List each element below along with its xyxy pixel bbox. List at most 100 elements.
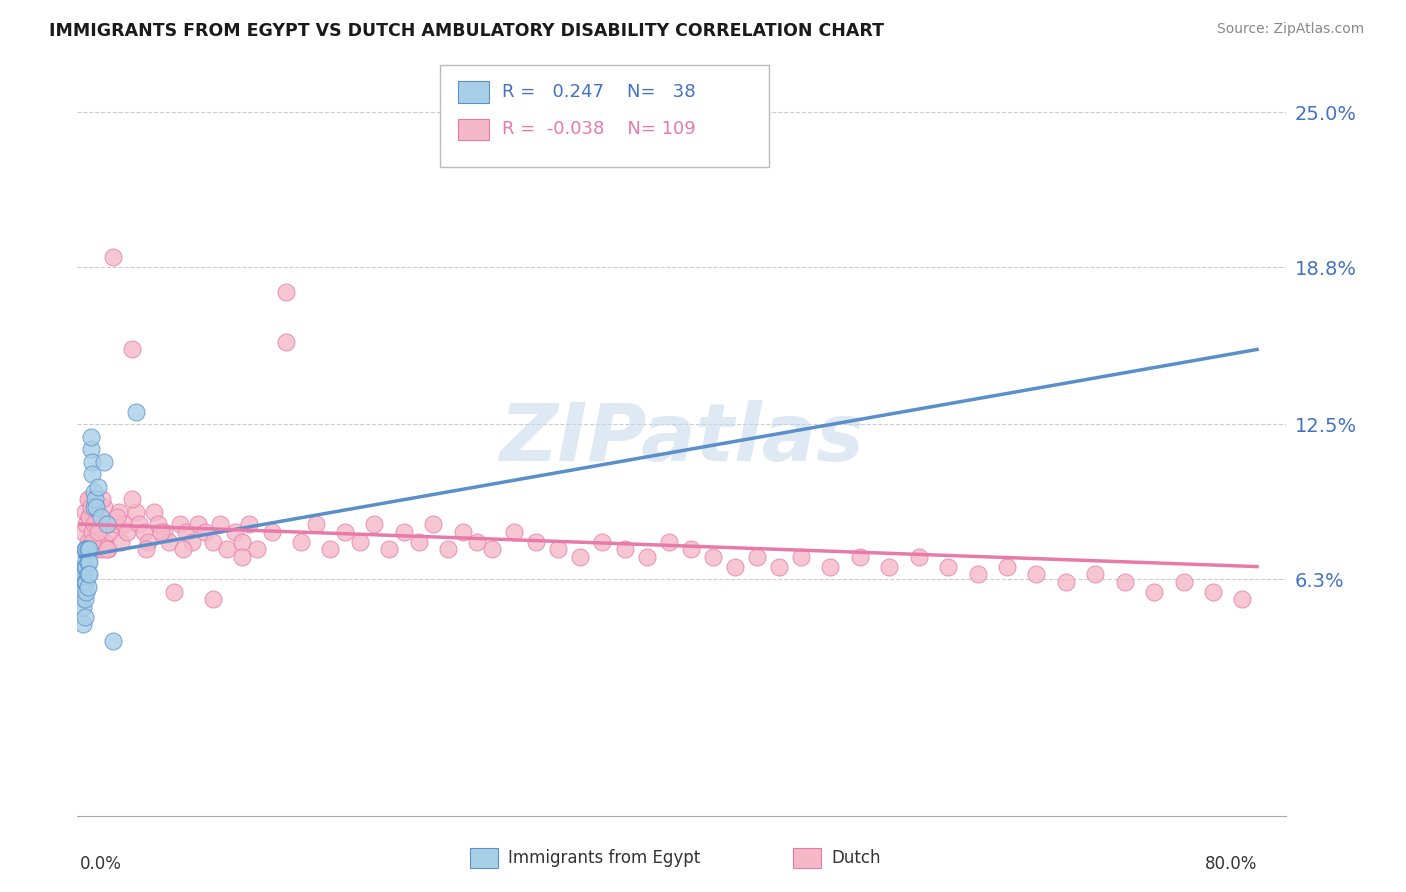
Point [75,574,97,589]
Point [83,484,105,499]
Text: 0.0%: 0.0% [80,855,122,873]
Point [77,509,100,524]
Point [77,567,100,582]
Point [72,584,94,599]
Point [304,517,326,532]
Point [91,492,114,507]
Point [820,559,842,574]
Point [96,517,118,532]
Point [163,584,186,599]
Text: R =   0.247    N=   38: R = 0.247 N= 38 [502,83,696,101]
Point [76,492,98,507]
Point [73,559,96,574]
Text: Source: ZipAtlas.com: Source: ZipAtlas.com [1216,22,1364,37]
Point [157,534,180,549]
Point [613,542,636,557]
Point [96,517,118,532]
Text: ZIPatlas: ZIPatlas [499,401,865,478]
Point [125,405,148,419]
Point [142,505,165,519]
Point [378,542,401,557]
Point [121,343,143,357]
Point [1202,584,1225,599]
Point [349,534,371,549]
Point [84,492,107,507]
Point [702,549,724,564]
Point [592,534,614,549]
Point [363,517,385,532]
Point [76,567,98,582]
Point [181,534,204,549]
Point [547,542,569,557]
Point [224,524,246,539]
Point [768,559,790,574]
Point [80,455,103,469]
Point [101,250,124,264]
Point [97,542,120,557]
Point [1084,567,1107,582]
Point [72,524,94,539]
Point [87,480,110,494]
Point [73,505,96,519]
Point [246,542,269,557]
Point [101,634,124,648]
Point [105,509,128,524]
Point [84,534,107,549]
Point [995,559,1018,574]
Point [80,524,103,539]
Point [77,492,100,507]
Point [76,542,98,557]
Point [290,534,312,549]
Point [260,524,283,539]
Point [80,534,103,549]
Point [467,534,489,549]
Point [93,455,115,469]
Point [231,549,253,564]
Point [437,542,460,557]
Point [1114,574,1136,589]
Point [658,534,681,549]
Point [907,549,929,564]
Point [136,534,159,549]
Point [70,592,93,607]
Point [408,534,430,549]
Point [80,467,103,482]
Point [217,542,239,557]
Point [94,534,117,549]
Point [153,524,176,539]
Point [93,500,115,514]
Point [76,580,98,594]
Point [87,524,110,539]
Point [77,509,100,524]
Point [148,517,170,532]
Point [83,509,105,524]
Point [73,574,96,589]
Point [481,542,503,557]
Point [208,517,231,532]
Point [73,592,96,607]
Point [77,555,100,569]
Text: 80.0%: 80.0% [1205,855,1257,873]
Point [79,442,101,457]
Point [117,524,139,539]
Point [1025,567,1047,582]
Point [569,549,592,564]
Point [422,517,444,532]
Point [79,542,101,557]
Point [1232,592,1254,607]
Point [790,549,813,564]
Point [745,549,768,564]
Point [72,617,94,632]
Text: Dutch: Dutch [831,849,880,867]
Point [201,592,224,607]
Point [966,567,988,582]
Point [79,500,101,514]
Point [936,559,959,574]
Point [172,542,194,557]
Point [76,534,98,549]
Point [79,430,101,444]
Point [724,559,747,574]
Point [75,542,97,557]
Point [132,524,155,539]
Point [1054,574,1077,589]
